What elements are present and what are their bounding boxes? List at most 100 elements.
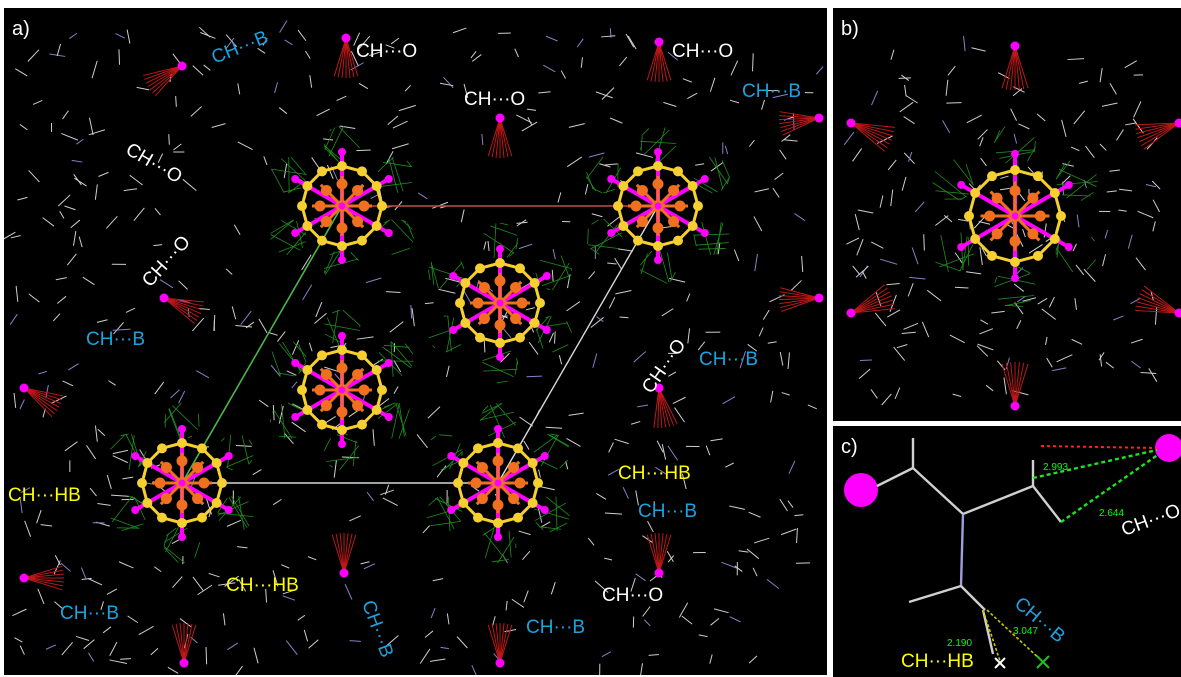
iodine-bond — [657, 204, 706, 235]
sulfur-atom — [527, 458, 538, 468]
iodine-bond — [610, 204, 659, 235]
ligand-bond — [596, 493, 607, 500]
mesh-line — [228, 497, 248, 529]
hbond-line — [1139, 122, 1180, 143]
mesh-line — [270, 234, 301, 251]
interaction-label: CH···HB — [618, 463, 691, 484]
hbond-line — [850, 122, 888, 149]
interaction-label: CH···O — [464, 89, 526, 110]
ligand-bond — [871, 241, 884, 249]
ligand-bond — [767, 341, 777, 344]
panel-b-label: b) — [841, 18, 859, 40]
ligand-bond — [739, 351, 746, 369]
ligand-bond — [587, 537, 595, 546]
mesh-line — [693, 177, 718, 193]
hbond-line — [23, 387, 55, 415]
mesh-line — [248, 459, 253, 465]
ligand-bond — [762, 309, 770, 320]
mesh-line — [716, 221, 722, 255]
mesh-line — [280, 158, 306, 182]
hbond-line — [1014, 362, 1025, 407]
ligand-bond — [178, 280, 188, 290]
ligand-bond — [1099, 68, 1103, 83]
ligand-bond — [752, 53, 754, 72]
ligand-bond — [314, 312, 327, 324]
sulfur-atom — [302, 221, 313, 231]
boron-atom — [352, 184, 364, 196]
ligand-bond — [36, 509, 42, 524]
ligand-bond — [272, 498, 282, 506]
ligand-bond — [551, 269, 554, 282]
ligand-bond — [752, 567, 758, 577]
sulfur-atom — [371, 181, 382, 191]
ligand-bond — [952, 393, 962, 397]
hbond-line — [179, 623, 185, 664]
hbond-line — [23, 387, 63, 401]
mesh-line — [1034, 141, 1036, 152]
ligand-bond — [291, 421, 306, 433]
iodide-atom — [846, 308, 856, 318]
mesh-line — [390, 341, 394, 377]
ligand-bond — [886, 282, 900, 286]
sulfur-atom — [317, 350, 327, 361]
ligand-bond — [557, 192, 562, 203]
ligand-bond — [1074, 298, 1077, 310]
mesh-line — [693, 234, 697, 247]
mesh-line — [603, 189, 616, 194]
ligand-bond — [70, 219, 81, 229]
ligand-bond — [73, 174, 82, 186]
ligand-bond — [748, 511, 761, 518]
iodine-bond — [452, 274, 501, 305]
sulfur-atom — [633, 235, 643, 246]
ligand-bond — [594, 580, 609, 593]
ligand-bond — [324, 366, 339, 373]
sulfur-atom — [317, 166, 327, 177]
sulfur-atom — [673, 166, 683, 177]
boron-atom — [336, 222, 348, 234]
ligand-bond — [761, 99, 766, 110]
boron-atom — [358, 384, 370, 396]
ligand-bond — [896, 343, 908, 349]
hbond-line — [335, 533, 345, 574]
ligand-bond — [75, 635, 90, 641]
mesh-line — [640, 135, 643, 151]
metal-atom — [494, 479, 502, 487]
mesh-line — [693, 233, 730, 236]
boron-atom — [630, 200, 642, 212]
ligand-bond — [94, 184, 98, 200]
iodine-atom — [338, 256, 346, 264]
ligand-bond — [1036, 113, 1046, 122]
ligand-bond — [252, 469, 262, 476]
ligand-bond — [82, 276, 95, 286]
sulfur-atom — [475, 332, 485, 343]
mesh-line — [721, 160, 730, 178]
mesh-line — [533, 434, 558, 453]
sulfur-atom — [337, 241, 347, 251]
ligand-bond — [667, 445, 679, 461]
ligand-bond — [94, 425, 98, 442]
mesh-line — [388, 158, 399, 193]
iodine-atom — [291, 229, 300, 237]
ligand-bond — [592, 353, 598, 368]
ligand-bond — [419, 648, 431, 664]
hbond-line — [658, 387, 678, 424]
ligand-bond — [284, 39, 293, 46]
mesh-line — [1066, 174, 1097, 199]
mesh-line — [566, 321, 572, 333]
ligand-bond — [297, 29, 307, 42]
hbond-line — [653, 387, 660, 428]
interaction-label: CH···B — [526, 617, 586, 638]
ligand-bond — [770, 390, 774, 403]
ligand-bond — [1072, 243, 1077, 252]
mesh-line — [398, 403, 405, 437]
ligand-bond — [672, 396, 686, 404]
ligand-bond — [962, 484, 1034, 516]
ligand-bond — [122, 476, 134, 480]
iodine-atom — [338, 332, 346, 340]
iodine-atom — [178, 533, 186, 541]
ligand-bond — [432, 201, 449, 209]
iodine-atom — [224, 506, 233, 514]
ligand-bond — [358, 35, 371, 50]
boron-atom — [508, 493, 520, 505]
ligand-bond — [120, 658, 131, 660]
